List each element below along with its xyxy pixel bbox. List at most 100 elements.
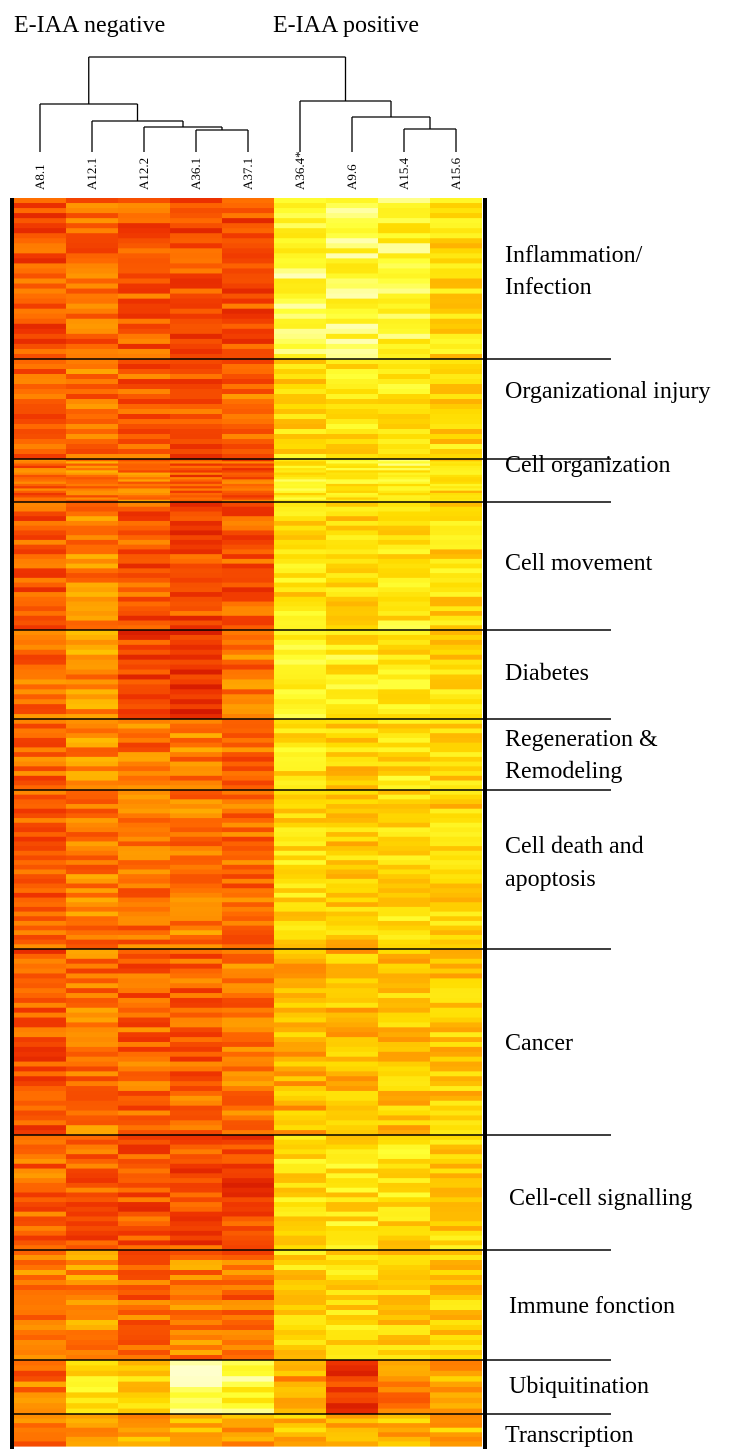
heatmap-cell [222, 794, 274, 800]
heatmap-cell [118, 930, 170, 936]
heatmap-cell [274, 293, 326, 300]
heatmap-cell [326, 684, 378, 690]
heatmap-cell [222, 596, 274, 603]
heatmap-cell [14, 338, 66, 345]
heatmap-cell [274, 1235, 326, 1242]
heatmap-cell [222, 892, 274, 899]
heatmap-cell [14, 958, 66, 965]
heatmap-cell [66, 444, 118, 450]
heatmap-cell [118, 1226, 170, 1232]
heatmap-cell [274, 799, 326, 805]
heatmap-cell [378, 1265, 430, 1271]
heatmap-cell [118, 549, 170, 555]
heatmap-cell [326, 1154, 378, 1160]
heatmap-cell [14, 1365, 66, 1372]
heatmap-cell [14, 1221, 66, 1227]
heatmap-cell [222, 477, 274, 480]
heatmap-cell [66, 1280, 118, 1286]
heatmap-cell [66, 664, 118, 671]
heatmap-cell [222, 1149, 274, 1155]
heatmap-cell [326, 539, 378, 546]
heatmap-cell [326, 766, 378, 772]
heatmap-cell [430, 674, 482, 681]
heatmap-cell [14, 694, 66, 700]
heatmap-cell [430, 323, 482, 330]
heatmap-cell [274, 634, 326, 641]
heatmap-cell [274, 208, 326, 214]
heatmap-cell [170, 1017, 222, 1024]
heatmap-cell [326, 1310, 378, 1316]
heatmap-cell [430, 477, 482, 480]
heatmap-cell [170, 1149, 222, 1155]
heatmap-cell [170, 1007, 222, 1014]
heatmap-cell [326, 978, 378, 984]
heatmap-cell [222, 679, 274, 685]
heatmap-cell [326, 1305, 378, 1311]
heatmap-cell [118, 1192, 170, 1198]
heatmap-cell [66, 1427, 118, 1433]
heatmap-cell [378, 582, 430, 588]
heatmap-cell [274, 502, 326, 508]
heatmap-cell [274, 384, 326, 390]
heatmap-cell [430, 338, 482, 345]
heatmap-cell [430, 761, 482, 767]
heatmap-cell [222, 1206, 274, 1213]
heatmap-cell [66, 997, 118, 1004]
heatmap-cell [326, 1230, 378, 1237]
heatmap-cell [274, 1100, 326, 1107]
heatmap-cell [222, 1046, 274, 1053]
heatmap-cell [378, 288, 430, 295]
heatmap-cell [14, 953, 66, 960]
heatmap-cell [66, 1197, 118, 1203]
heatmap-cell [378, 897, 430, 903]
heatmap-cell [326, 1144, 378, 1150]
heatmap-cell [378, 939, 430, 945]
heatmap-cell [430, 1216, 482, 1222]
heatmap-cell [170, 860, 222, 866]
heatmap-cell [326, 742, 378, 748]
heatmap-cell [222, 973, 274, 979]
heatmap-cell [222, 1037, 274, 1043]
heatmap-cell [66, 573, 118, 579]
heatmap-cell [118, 1340, 170, 1346]
heatmap-cell [66, 883, 118, 889]
heatmap-cell [170, 1022, 222, 1028]
heatmap-cell [222, 674, 274, 681]
heatmap-cell [222, 1221, 274, 1227]
heatmap-cell [170, 1295, 222, 1301]
heatmap-cell [378, 474, 430, 478]
heatmap-cell [222, 742, 274, 748]
heatmap-cell [326, 481, 378, 485]
heatmap-cell [118, 288, 170, 295]
heatmap-cell [118, 1032, 170, 1038]
heatmap-cell [118, 258, 170, 265]
heatmap-cell [170, 1081, 222, 1087]
category-label: Cell death and [505, 833, 644, 859]
heatmap-cell [222, 558, 274, 565]
heatmap-cell [14, 563, 66, 569]
heatmap-cell [118, 1260, 170, 1266]
heatmap-cell [14, 799, 66, 805]
heatmap-cell [222, 719, 274, 725]
heatmap-cell [170, 752, 222, 758]
heatmap-cell [430, 846, 482, 852]
heatmap-cell [118, 592, 170, 598]
heatmap-cell [222, 1158, 274, 1165]
heatmap-cell [274, 520, 326, 527]
heatmap-cell [222, 544, 274, 551]
heatmap-cell [430, 530, 482, 536]
heatmap-cell [118, 1120, 170, 1126]
column-label: A9.6 [344, 164, 359, 190]
heatmap-cell [274, 1086, 326, 1092]
heatmap-cell [14, 1427, 66, 1433]
heatmap-cell [378, 273, 430, 280]
heatmap-cell [222, 1427, 274, 1433]
heatmap-cell [222, 459, 274, 462]
heatmap-cell [170, 338, 222, 345]
heatmap-cell [274, 364, 326, 370]
heatmap-cell [118, 714, 170, 720]
heatmap-cell [326, 1226, 378, 1232]
heatmap-cell [326, 459, 378, 462]
heatmap-cell [326, 253, 378, 259]
heatmap-cell [378, 920, 430, 927]
